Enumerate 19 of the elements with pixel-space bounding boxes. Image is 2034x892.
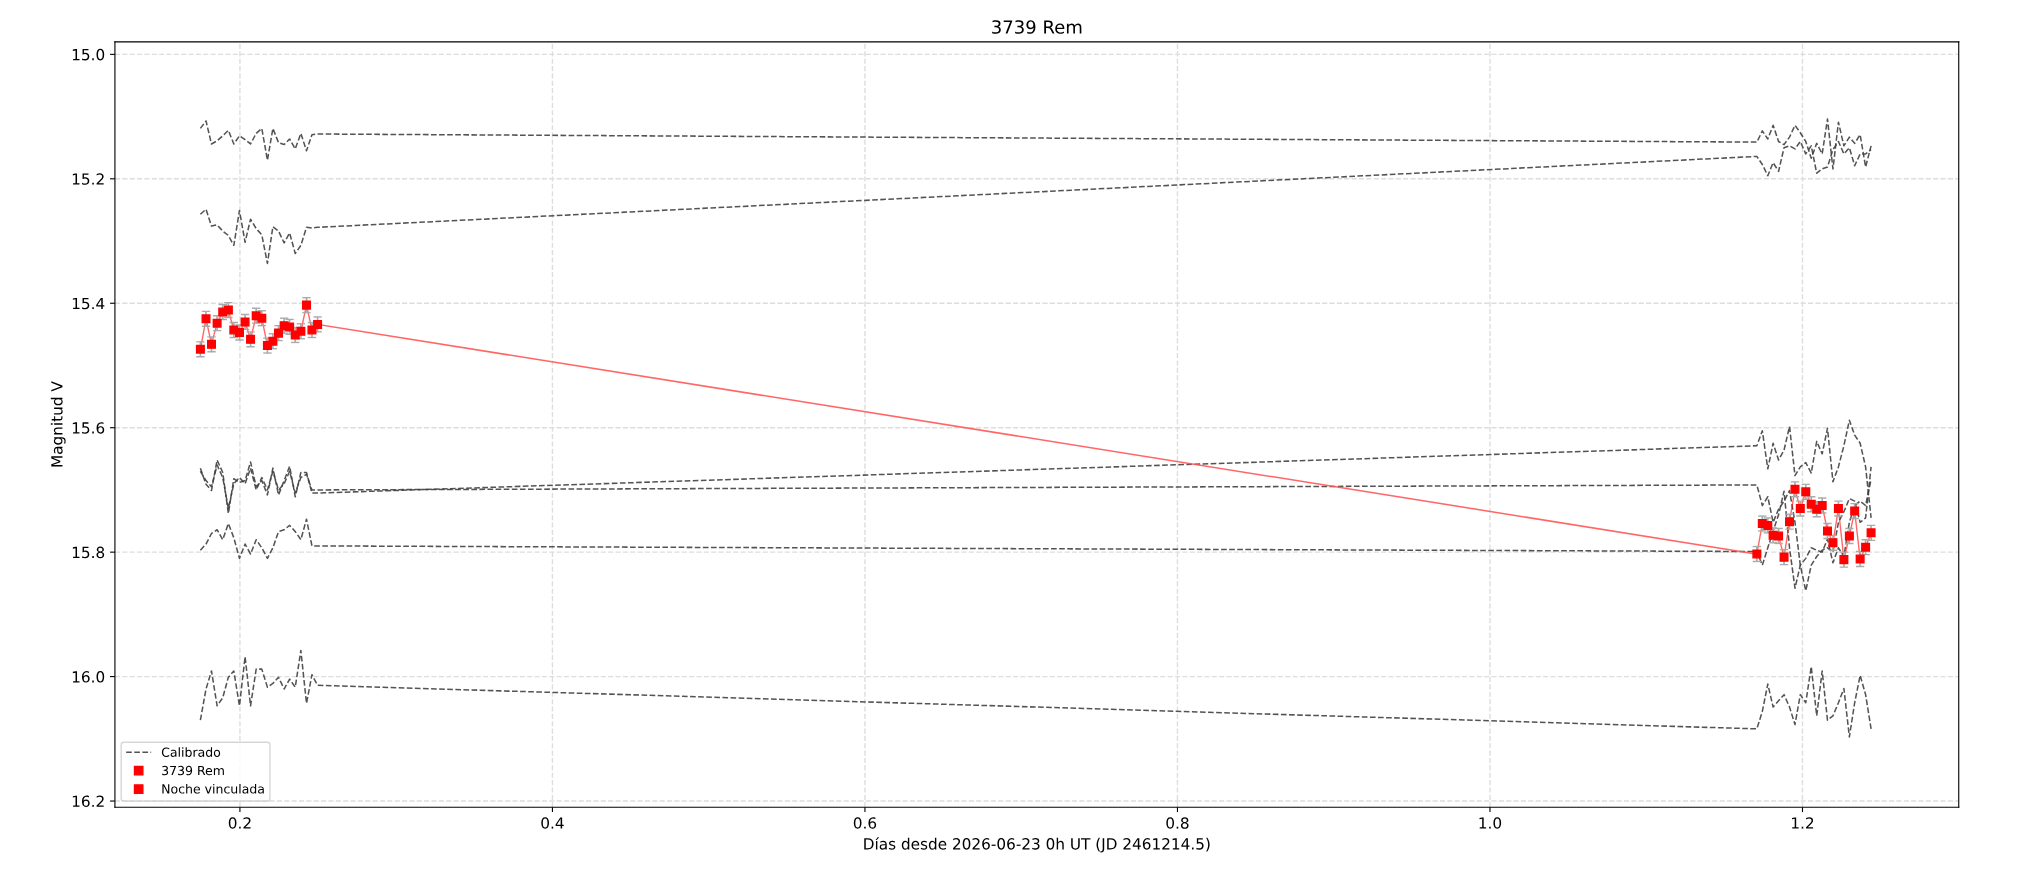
y-tick-label: 16.2 [72,795,104,808]
y-tick-label: 15.0 [72,48,105,61]
y-tick-label: 15.6 [72,422,105,434]
y-tick-label: 16.0 [72,671,105,683]
x-tick-label: 1.0 [1479,817,1502,829]
x-tick-label: 0.6 [853,817,877,829]
x-tick-label: 0.4 [541,817,564,829]
legend-label: 3739 Rem [162,765,224,776]
x-tick-label: 0.8 [1166,817,1189,829]
chart-title: 3739 Rem [992,20,1082,34]
x-axis-title: Días desde 2026-06-23 0h UT (JD 2461214.5) [864,837,1210,853]
y-tick-label: 15.2 [72,173,104,185]
legend-label: Calibrado [161,747,221,757]
x-tick-label: 1.2 [1792,817,1814,829]
x-tick-label: 0.2 [228,817,251,829]
y-tick-label: 15.4 [72,297,105,310]
legend-label: Noche vinculada [162,783,264,794]
y-axis-title: Magnitud V [50,381,66,467]
y-tick-label: 15.8 [72,546,105,559]
